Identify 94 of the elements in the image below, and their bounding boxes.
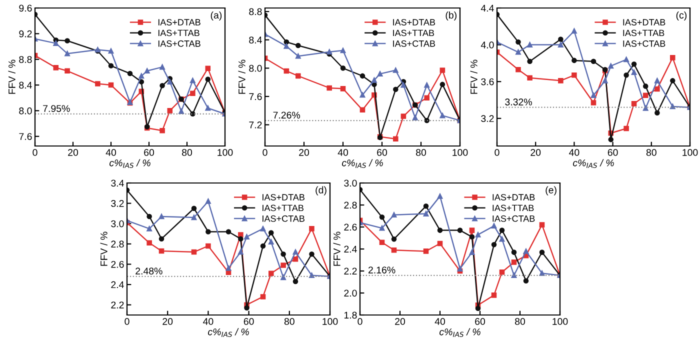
ref-line-label: 7.26% [273, 112, 300, 119]
annotation: (d) [316, 186, 326, 196]
annotation: (b) [446, 11, 456, 21]
y-tick-label: 7.6 [249, 93, 262, 100]
x-tick-label: 80 [182, 149, 192, 156]
legend-label: IAS+CTAB [623, 40, 666, 47]
annotation: (c) [676, 11, 686, 21]
x-axis-title: c%$_{IAS}$ / % [573, 159, 614, 168]
x-tick-label: 40 [434, 318, 446, 325]
annotation: (e) [546, 186, 556, 196]
x-tick-label: 60 [144, 149, 154, 156]
legend-label: IAS+DTAB [262, 194, 304, 200]
y-tick-label: 9.2 [19, 30, 32, 38]
x-axis-title: c%$_{IAS}$ / % [208, 328, 249, 337]
x-tick-label: 60 [475, 318, 486, 325]
x-axis-title: c%$_{IAS}$ / % [342, 159, 383, 168]
x-tick-label: 40 [569, 149, 580, 156]
legend-label: IAS+DTAB [492, 194, 535, 200]
y-axis-title: FFV / % [100, 232, 108, 266]
legend-label: IAS+DTAB [623, 19, 666, 26]
y-tick-label: 8.8 [19, 56, 32, 63]
y-tick-label: 2.8 [111, 240, 124, 248]
y-tick-label: 1.8 [344, 312, 357, 319]
x-tick-label: 80 [515, 318, 526, 325]
x-tick-label: 60 [608, 149, 618, 156]
x-tick-label: 20 [395, 318, 406, 325]
y-tick-label: 3.2 [481, 115, 494, 122]
x-tick-label: 40 [338, 149, 348, 156]
x-tick-label: 100 [452, 149, 468, 156]
y-axis-title: FFV / % [470, 60, 478, 94]
y-tick-label: 9.6 [19, 4, 32, 12]
legend-label: IAS+DTAB [393, 19, 436, 26]
legend-label: IAS+CTAB [393, 40, 436, 47]
x-tick-label: 20 [162, 318, 173, 325]
y-tick-label: 4.4 [480, 4, 494, 12]
y-tick-label: 2.4 [111, 281, 124, 288]
x-axis-title: c%$_{IAS}$ / % [110, 159, 150, 168]
legend-label: IAS+TTAB [262, 204, 304, 212]
y-tick-label: 2.2 [111, 302, 124, 308]
y-tick-label: 4.0 [480, 42, 494, 48]
y-tick-label: 3.0 [344, 180, 357, 187]
ref-line-label: 3.32% [505, 98, 532, 106]
y-tick-label: 3.2 [111, 200, 124, 207]
y-tick-label: 2.4 [344, 246, 357, 253]
ref-line-label: 7.95% [43, 105, 70, 112]
y-tick-label: 3.4 [111, 180, 124, 187]
x-tick-label: 80 [646, 149, 656, 156]
x-axis-title: c%$_{IAS}$ / % [440, 328, 480, 337]
y-tick-label: 8.0 [19, 107, 32, 114]
x-tick-label: 80 [284, 318, 294, 325]
y-tick-label: 8.0 [249, 64, 262, 72]
x-tick-label: 0 [358, 318, 362, 325]
legend-label: IAS+DTAB [158, 19, 200, 26]
legend-label: IAS+TTAB [158, 30, 200, 36]
y-tick-label: 2.0 [344, 290, 357, 297]
y-tick-label: 2.2 [344, 268, 357, 275]
y-tick-label: 3.6 [481, 78, 494, 86]
annotation: (a) [210, 11, 222, 21]
legend-label: IAS+TTAB [393, 30, 434, 36]
x-tick-label: 0 [32, 149, 38, 156]
legend-label: IAS+TTAB [623, 30, 664, 36]
x-tick-label: 100 [322, 318, 338, 325]
y-axis-title: FFV / % [333, 232, 340, 266]
x-tick-label: 60 [377, 149, 388, 156]
y-tick-label: 8.4 [249, 36, 262, 44]
x-tick-label: 100 [682, 149, 698, 156]
legend-label: IAS+CTAB [492, 215, 535, 222]
x-tick-label: 20 [530, 149, 541, 156]
y-tick-label: 3.0 [111, 220, 124, 228]
x-tick-label: 40 [203, 318, 214, 325]
x-tick-label: 100 [552, 318, 568, 325]
y-tick-label: 7.6 [19, 133, 32, 140]
x-tick-label: 0 [262, 149, 268, 156]
legend-label: IAS+CTAB [158, 40, 200, 47]
legend-label: IAS+TTAB [492, 204, 534, 212]
y-tick-label: 7.2 [249, 122, 262, 128]
y-tick-label: 8.8 [249, 8, 262, 16]
x-tick-label: 40 [106, 149, 116, 156]
y-tick-label: 2.6 [111, 260, 124, 268]
y-tick-label: 2.8 [344, 202, 357, 209]
y-axis-title: FFV / % [8, 60, 16, 94]
ref-line-label: 2.48% [136, 268, 162, 274]
x-tick-label: 0 [124, 318, 130, 325]
ref-line-label: 2.16% [368, 266, 396, 274]
x-tick-label: 20 [68, 149, 78, 156]
y-tick-label: 8.4 [19, 82, 32, 89]
legend-label: IAS+CTAB [262, 215, 304, 222]
x-tick-label: 60 [244, 318, 254, 325]
x-tick-label: 0 [494, 149, 500, 156]
x-tick-label: 100 [218, 149, 233, 156]
y-axis-title: FFV / % [238, 60, 246, 94]
x-tick-label: 80 [416, 149, 426, 156]
x-tick-label: 20 [299, 149, 310, 156]
y-tick-label: 2.6 [344, 224, 357, 231]
